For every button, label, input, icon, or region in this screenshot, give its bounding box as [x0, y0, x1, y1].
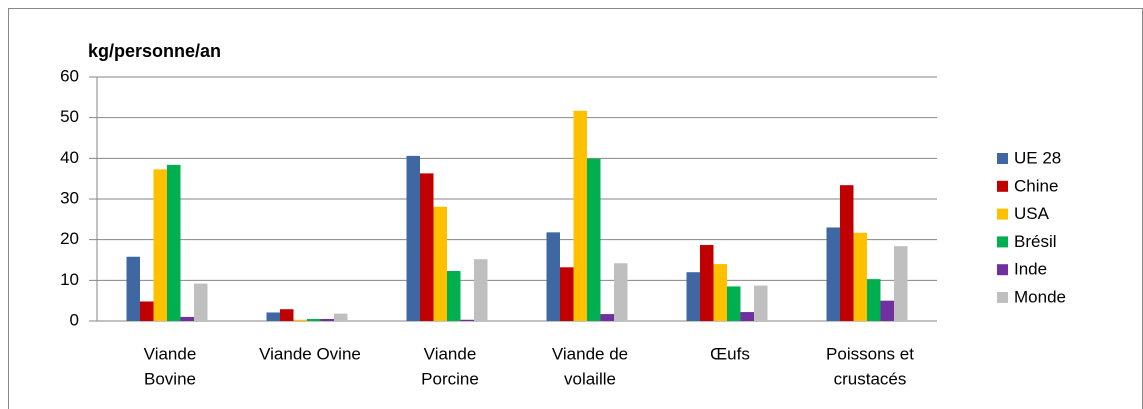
legend-swatch: [997, 153, 1008, 164]
bar: [880, 300, 894, 321]
x-tick-label: crustacés: [834, 369, 907, 388]
legend-label: Inde: [1014, 260, 1047, 279]
x-tick-label: Viande: [424, 344, 477, 363]
bar: [126, 256, 140, 321]
bar: [867, 279, 881, 321]
bar: [713, 264, 727, 321]
bar: [587, 158, 601, 321]
bar: [853, 232, 867, 321]
bar: [433, 206, 447, 321]
x-tick-label: Œufs: [710, 344, 750, 363]
bar: [167, 164, 181, 321]
y-tick-label: 40: [60, 148, 79, 167]
y-tick-label: 30: [60, 188, 79, 207]
bar: [320, 318, 334, 321]
bar: [280, 309, 294, 321]
legend-swatch: [997, 236, 1008, 248]
y-tick-label: 60: [60, 66, 79, 85]
legend-swatch: [997, 292, 1008, 303]
legend-label: Brésil: [1014, 232, 1057, 251]
y-tick-label: 20: [60, 229, 79, 248]
x-tick-label: volaille: [564, 369, 616, 388]
x-tick-label: Porcine: [421, 369, 479, 388]
y-tick-label: 50: [60, 107, 79, 126]
legend-label: Chine: [1014, 176, 1058, 195]
bar: [180, 316, 194, 321]
bar: [840, 185, 854, 321]
bar: [293, 319, 307, 321]
bar: [573, 110, 587, 322]
bar: [686, 272, 700, 321]
bar: [754, 285, 768, 321]
x-tick-label: Viande Ovine: [259, 344, 361, 363]
bar: [307, 318, 321, 321]
bar: [460, 319, 474, 321]
bar: [700, 244, 714, 321]
bar: [474, 259, 488, 321]
bar: [894, 246, 908, 321]
bar: [740, 312, 754, 321]
bar: [153, 169, 167, 321]
bar: [140, 301, 154, 321]
bar: [194, 283, 208, 321]
bar: [447, 270, 461, 321]
legend-swatch: [997, 264, 1008, 276]
legend-label: Monde: [1014, 287, 1066, 306]
y-tick-label: 10: [60, 270, 79, 289]
x-tick-label: Bovine: [144, 369, 196, 388]
legend-swatch: [997, 180, 1008, 192]
x-tick-label: Viande: [144, 344, 197, 363]
y-tick-label: 0: [70, 310, 79, 329]
bar: [600, 314, 614, 321]
bar: [826, 227, 840, 321]
bar: [406, 155, 420, 321]
legend-swatch: [997, 208, 1008, 220]
bar: [727, 286, 741, 321]
bar: [614, 263, 628, 321]
x-tick-label: Viande de: [552, 344, 628, 363]
legend-label: USA: [1014, 204, 1050, 223]
bar: [420, 173, 434, 321]
chart-title: kg/personne/an: [88, 41, 221, 61]
bar: [560, 267, 574, 321]
bar: [334, 313, 348, 321]
bar: [546, 232, 560, 321]
legend-label: UE 28: [1014, 148, 1061, 167]
bar: [266, 312, 280, 321]
x-tick-label: Poissons et: [826, 344, 914, 363]
